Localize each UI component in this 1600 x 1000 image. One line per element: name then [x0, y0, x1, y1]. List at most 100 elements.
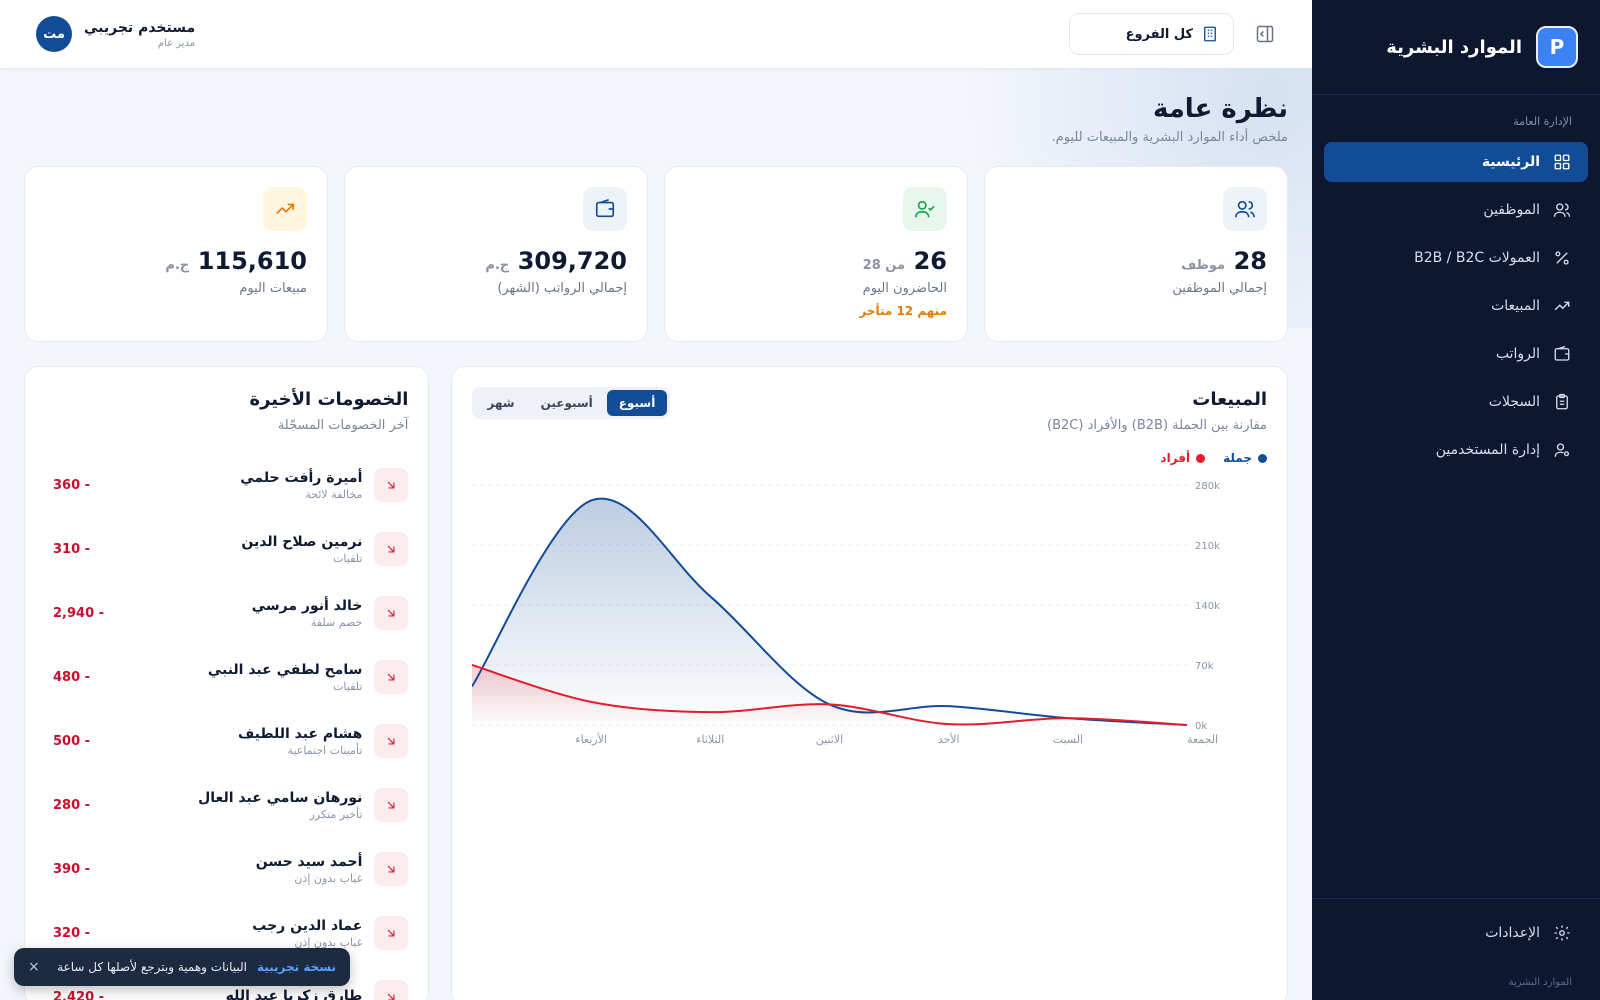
discount-employee-name: عماد الدين رجب	[252, 917, 363, 934]
user-menu[interactable]: مستخدم تجريبي مدير عام مت	[36, 16, 195, 52]
discount-info: طارق زكريا عبد الله	[117, 988, 363, 1000]
stat-card: 309,720 ج.م إجمالي الرواتب (الشهر)	[344, 166, 648, 342]
stat-card: 28 موظف إجمالي الموظفين	[984, 166, 1288, 342]
discounts-subtitle: آخر الخصومات المسجّلة	[277, 418, 409, 433]
x-tick-label: الاثنين	[816, 733, 843, 746]
trending-up-icon	[1552, 296, 1572, 316]
discount-reason: تلفيات	[333, 679, 363, 693]
sidebar-item-label: إدارة المستخدمين	[1435, 442, 1540, 458]
toast-message: البيانات وهمية وبترجع لأصلها كل ساعة	[57, 960, 247, 974]
stat-unit: ج.م	[165, 258, 194, 273]
grid-icon	[1552, 152, 1572, 172]
users-icon	[1552, 200, 1572, 220]
close-icon[interactable]: ×	[28, 959, 40, 975]
discount-reason: تلفيات	[333, 551, 363, 565]
series-line-1	[472, 664, 1188, 726]
arrow-down-right-icon	[374, 916, 409, 950]
discount-info: نورهان سامي عبد العال تأخير متكرر	[117, 790, 362, 821]
sales-title: المبيعات	[1192, 389, 1267, 410]
x-tick-label: السبت	[1053, 733, 1083, 746]
discounts-list: أميرة رأفت حلمي مخالفة لائحة 360 - نرمين…	[45, 453, 409, 1000]
sidebar-bottom: الإعدادات الموارد البشرية	[1312, 898, 1600, 1000]
user-cog-icon	[1552, 440, 1572, 460]
tab-period-0[interactable]: أسبوع	[606, 390, 668, 416]
discounts-title: الخصومات الأخيرة	[249, 389, 409, 410]
x-tick-label: الأربعاء	[576, 732, 608, 746]
user-check-icon	[903, 187, 947, 231]
discount-info: هشام عبد اللطيف تأمينات اجتماعية	[117, 726, 362, 757]
discount-info: أحمد سيد حسن غياب بدون إذن	[117, 853, 363, 885]
stat-unit: ج.م	[485, 258, 514, 273]
discount-employee-name: سامح لطفي عبد النبي	[207, 661, 363, 678]
sidebar-item-1[interactable]: الموظفين	[1324, 190, 1588, 230]
stat-label: إجمالي الرواتب (الشهر)	[497, 281, 627, 296]
discount-amount: 390 -	[53, 861, 91, 877]
sidebar-item-0[interactable]: الرئيسية	[1324, 142, 1588, 182]
sidebar-item-6[interactable]: إدارة المستخدمين	[1324, 430, 1588, 470]
user-info: مستخدم تجريبي مدير عام	[84, 20, 195, 49]
list-item: أحمد سيد حسن غياب بدون إذن 390 -	[45, 837, 409, 901]
sidebar-item-settings[interactable]: الإعدادات	[1324, 913, 1588, 953]
x-tick-label: الأحد	[938, 732, 960, 746]
sidebar-nav: الرئيسية الموظفين العمولات B2B / B2C المبيع…	[1312, 142, 1600, 470]
stat-value: 115,610 ج.م	[165, 247, 307, 275]
list-item: طارق زكريا عبد الله 2,420 -	[45, 965, 409, 1000]
chart-legend: جملة أفراد	[472, 451, 1267, 465]
sidebar-item-label: الرواتب	[1495, 346, 1540, 362]
brand-logo: P	[1536, 26, 1578, 68]
discount-employee-name: نورهان سامي عبد العال	[198, 789, 363, 806]
arrow-down-right-icon	[374, 724, 409, 758]
panel-collapse-icon	[1256, 25, 1274, 43]
content-row: المبيعات مقارنة بين الجملة (B2B) والأفرا…	[24, 366, 1288, 1000]
sidebar-item-2[interactable]: العمولات B2B / B2C	[1324, 238, 1588, 278]
discount-amount: 2,940 -	[53, 605, 105, 621]
arrow-down-right-icon	[374, 596, 409, 630]
discount-employee-name: هشام عبد اللطيف	[237, 725, 363, 742]
avatar[interactable]: مت	[36, 16, 72, 52]
discount-reason: غياب بدون إذن	[294, 871, 363, 885]
sidebar-toggle-button[interactable]	[1252, 21, 1278, 47]
period-tabs: أسبوع أسبوعين شهر	[472, 387, 671, 419]
list-item: هشام عبد اللطيف تأمينات اجتماعية 500 -	[45, 709, 409, 773]
tab-period-2[interactable]: شهر	[487, 396, 515, 410]
discount-employee-name: أحمد سيد حسن	[255, 853, 363, 870]
stat-unit: من 28	[862, 258, 910, 273]
y-tick-label: 210k	[1195, 541, 1220, 552]
legend-item-b2c: أفراد	[1160, 451, 1206, 465]
branch-select[interactable]: كل الفروع	[1069, 13, 1234, 55]
discount-amount: 500 -	[53, 733, 91, 749]
tab-period-1[interactable]: أسبوعين	[540, 396, 593, 410]
stat-value: 26 من 28	[862, 247, 947, 275]
sales-chart: 0k 70k 140k 210k 280k الجمعة السبت الأحد الاثنين…	[472, 481, 1220, 746]
sidebar-item-label: المبيعات	[1491, 298, 1540, 314]
discount-reason: تأمينات اجتماعية	[287, 743, 363, 757]
brand[interactable]: P الموارد البشرية	[1312, 0, 1600, 95]
series-area-0	[472, 498, 1188, 725]
sidebar-item-label: الموظفين	[1483, 202, 1540, 218]
clipboard-icon	[1552, 392, 1572, 412]
stat-label: مبيعات اليوم	[239, 281, 307, 296]
list-item: أميرة رأفت حلمي مخالفة لائحة 360 -	[45, 453, 409, 517]
stat-card: 26 من 28 الحاضرون اليوم منهم 12 متأخر	[664, 166, 968, 342]
discount-info: خالد أنور مرسي خصم سلفة	[117, 598, 363, 629]
discount-employee-name: طارق زكريا عبد الله	[225, 988, 363, 1000]
sidebar-item-3[interactable]: المبيعات	[1324, 286, 1588, 326]
user-role: مدير عام	[157, 37, 196, 49]
sidebar-item-label: العمولات B2B / B2C	[1414, 250, 1540, 266]
discount-amount: 2,420 -	[53, 989, 105, 1000]
discount-reason: خصم سلفة	[310, 615, 363, 629]
discount-amount: 280 -	[53, 797, 91, 813]
toast-tag: نسخة تجريبية	[256, 960, 336, 974]
sidebar-item-label: الإعدادات	[1485, 925, 1540, 941]
stats-row: 28 موظف إجمالي الموظفين 26 من 28 الحاضرو…	[24, 166, 1288, 342]
arrow-down-right-icon	[374, 980, 409, 1000]
list-item: نورهان سامي عبد العال تأخير متكرر 280 -	[45, 773, 409, 837]
sidebar-item-5[interactable]: السجلات	[1324, 382, 1588, 422]
sidebar-footer: الموارد البشرية	[1508, 977, 1572, 988]
branch-select-value: كل الفروع	[1125, 26, 1193, 42]
legend-label: أفراد	[1160, 451, 1191, 465]
x-tick-label: الثلاثاء	[697, 733, 725, 746]
arrow-down-right-icon	[374, 852, 409, 886]
list-item: خالد أنور مرسي خصم سلفة 2,940 -	[45, 581, 409, 645]
sidebar-item-4[interactable]: الرواتب	[1324, 334, 1588, 374]
